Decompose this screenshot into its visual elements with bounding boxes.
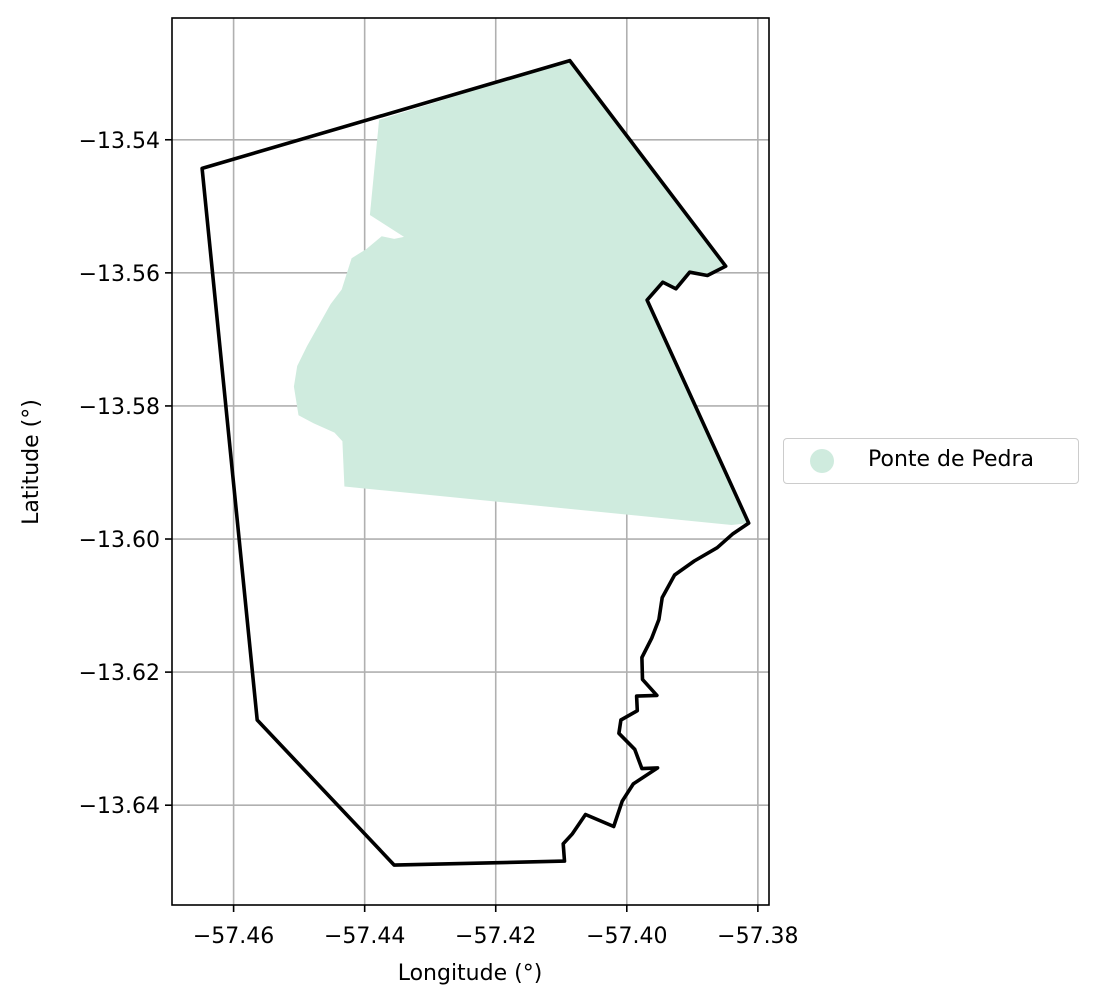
- y-tick-label: −13.54: [79, 129, 160, 154]
- boundary-outline: [200, 58, 751, 867]
- plot-frame: [171, 17, 770, 906]
- y-axis-label: Latitude (°): [19, 399, 44, 525]
- legend-label: Ponte de Pedra: [868, 447, 1035, 472]
- y-tick-label: −13.60: [79, 528, 160, 553]
- legend: Ponte de Pedra: [783, 438, 1079, 484]
- y-tick-label: −13.64: [79, 794, 160, 819]
- x-tick-label: −57.40: [586, 924, 667, 949]
- x-tick-label: −57.46: [193, 924, 274, 949]
- y-tick-label: −13.58: [79, 395, 160, 420]
- legend-marker-icon: [810, 449, 834, 473]
- ponte-de-pedra-area: [293, 60, 749, 525]
- x-tick-label: −57.44: [324, 924, 405, 949]
- x-axis-label: Longitude (°): [398, 961, 543, 986]
- y-tick-label: −13.62: [79, 661, 160, 686]
- x-tick-label: −57.38: [717, 924, 798, 949]
- x-tick-label: −57.42: [455, 924, 536, 949]
- y-axis: −13.54 −13.56 −13.58 −13.60 −13.62 −13.64: [79, 129, 172, 819]
- y-tick-label: −13.56: [79, 262, 160, 287]
- x-axis: −57.46 −57.44 −57.42 −57.40 −57.38: [193, 905, 799, 949]
